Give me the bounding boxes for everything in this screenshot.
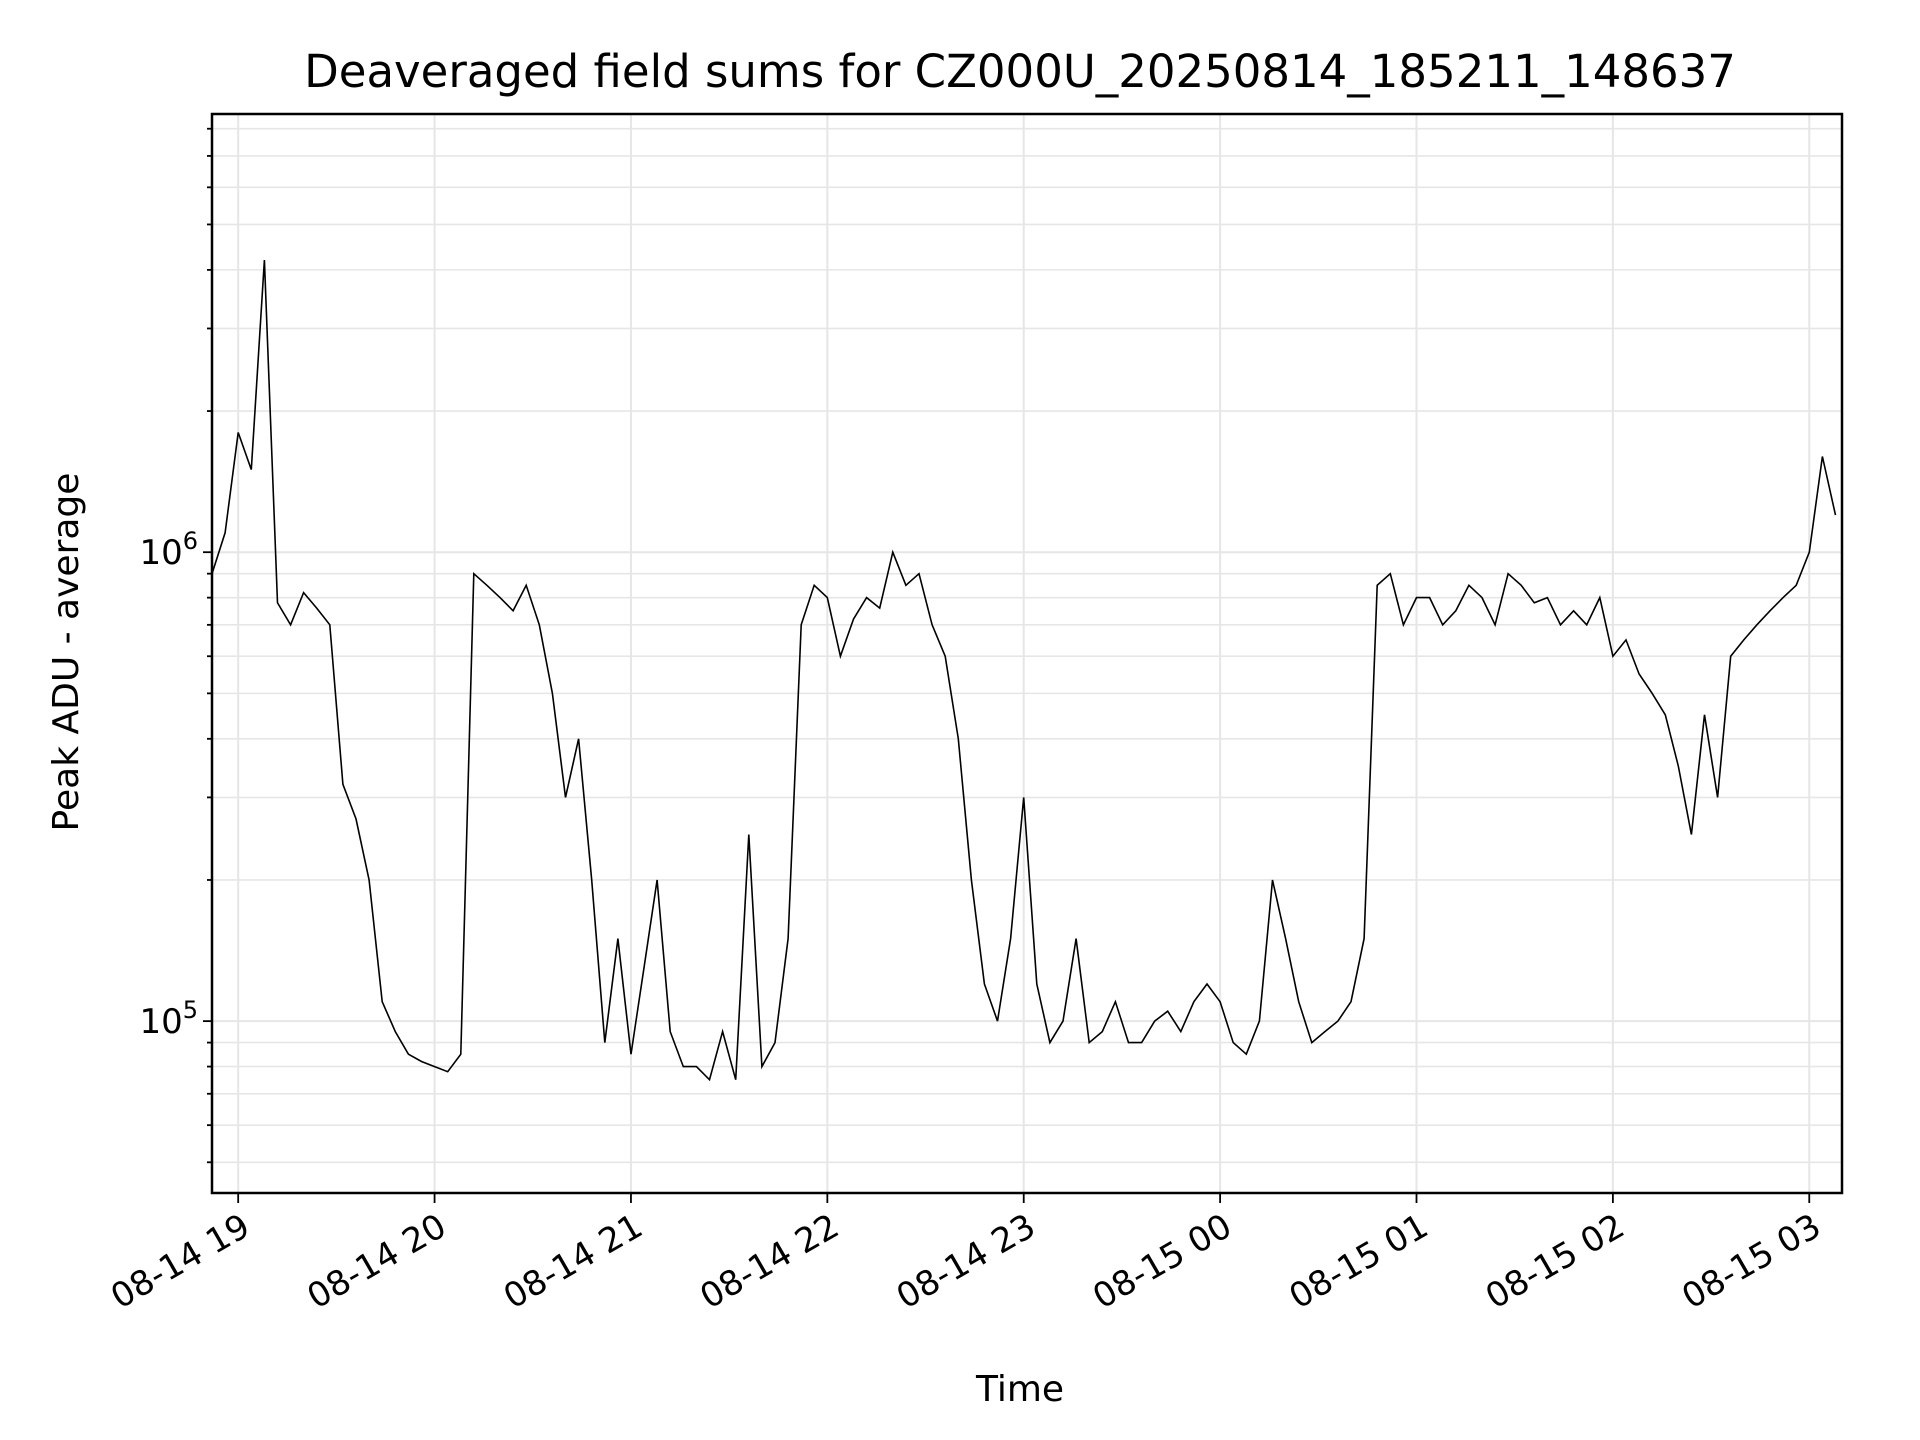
x-axis-label: Time xyxy=(975,1369,1064,1410)
y-tick-label: 105 xyxy=(139,996,198,1042)
y-tick-label: 106 xyxy=(139,527,198,573)
plot-frame xyxy=(210,112,1844,1195)
series-line-0 xyxy=(211,259,1837,1082)
y-axis: 105 106 xyxy=(139,127,212,1164)
series-layer xyxy=(211,259,1837,1082)
grid-layer xyxy=(212,114,1842,1193)
y-axis-label: Peak ADU - average xyxy=(46,473,87,832)
chart-title: Deaveraged field sums for CZ000U_2025081… xyxy=(304,45,1736,98)
